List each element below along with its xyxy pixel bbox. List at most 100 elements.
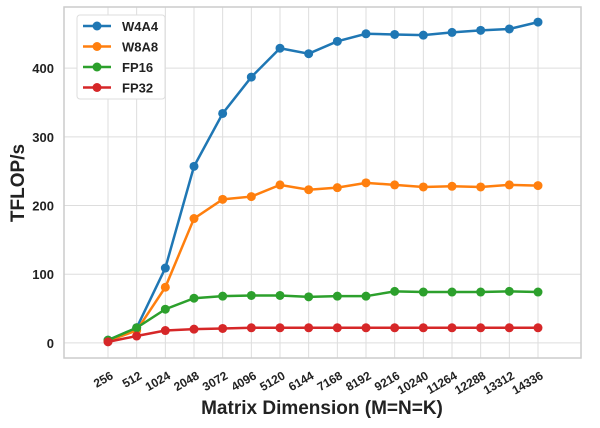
data-point [132, 331, 142, 341]
data-point [160, 263, 170, 273]
data-point [390, 323, 400, 333]
x-tick-label: 2048 [171, 368, 201, 394]
y-tick-label: 0 [47, 336, 54, 351]
y-tick-label: 400 [32, 61, 54, 76]
legend-box [76, 14, 166, 100]
x-tick-label: 5120 [257, 368, 287, 394]
data-point [275, 43, 285, 53]
data-point [332, 183, 342, 193]
data-point [304, 323, 314, 333]
data-point [189, 214, 199, 224]
x-tick-label: 3072 [200, 368, 230, 394]
legend-label: W8A8 [122, 40, 158, 55]
data-point [304, 185, 314, 195]
data-point [304, 292, 314, 302]
series-fp32 [103, 323, 543, 347]
data-point [361, 178, 371, 188]
data-point [246, 192, 256, 202]
legend-label: W4A4 [122, 19, 159, 34]
y-ticks: 0 100 200 300 400 [32, 61, 54, 351]
data-point [476, 182, 486, 192]
series-line [107, 181, 539, 343]
x-tick-label: 11264 [424, 368, 460, 397]
data-point [390, 286, 400, 296]
x-tick-label: 12288 [452, 368, 488, 397]
data-point [418, 287, 428, 297]
series-fp16 [103, 286, 543, 345]
legend-marker [92, 62, 102, 72]
data-point [418, 323, 428, 333]
y-axis-label: TFLOP/s [8, 144, 29, 222]
data-point [533, 287, 543, 297]
x-tick-label: 1024 [143, 368, 173, 394]
legend-label: FP32 [122, 81, 153, 96]
data-point [533, 323, 543, 333]
x-tick-label: 7168 [315, 368, 345, 394]
data-point [304, 49, 314, 59]
data-point [332, 323, 342, 333]
data-point [246, 72, 256, 82]
legend-label: FP16 [122, 60, 153, 75]
data-point [390, 29, 400, 39]
legend: W4A4 W8A8 FP16 FP32 [76, 14, 166, 100]
y-tick-label: 200 [32, 199, 54, 214]
data-point [504, 180, 514, 190]
data-point [476, 25, 486, 35]
legend-marker [92, 42, 102, 51]
data-point [160, 326, 170, 336]
x-axis-label: Matrix Dimension (M=N=K) [201, 398, 443, 419]
data-point [132, 323, 142, 333]
data-point [504, 24, 514, 34]
data-point [189, 293, 199, 303]
data-point [103, 337, 113, 347]
data-point [390, 180, 400, 190]
data-point [275, 180, 285, 190]
data-point [332, 36, 342, 46]
data-point [332, 291, 342, 301]
x-tick-label: 6144 [286, 368, 316, 394]
x-tick-label: 512 [120, 368, 145, 390]
x-tick-label: 8192 [343, 368, 373, 394]
y-tick-label: 100 [32, 267, 54, 282]
data-point [418, 30, 428, 40]
data-point [189, 324, 199, 334]
y-tick-label: 300 [32, 130, 54, 145]
data-point [218, 323, 228, 333]
x-tick-label: 4096 [229, 368, 259, 394]
data-point [361, 29, 371, 39]
data-point [218, 291, 228, 301]
data-point [447, 27, 457, 37]
data-point [218, 108, 228, 118]
x-tick-label: 13312 [481, 368, 517, 397]
data-point [189, 161, 199, 171]
data-point [275, 323, 285, 333]
data-point [476, 287, 486, 297]
data-point [246, 290, 256, 300]
data-point [504, 323, 514, 333]
data-point [533, 17, 543, 27]
data-point [476, 323, 486, 333]
data-point [447, 287, 457, 297]
x-ticks: 256 5121024204830724096512061447168819292… [91, 368, 546, 397]
plot-frame [63, 6, 582, 359]
data-point [361, 291, 371, 301]
x-tick-label: 256 [91, 368, 116, 390]
data-point [275, 290, 285, 300]
series-line [107, 326, 538, 344]
data-point [447, 181, 457, 191]
data-point [160, 304, 170, 314]
data-point [246, 323, 256, 333]
data-point [533, 181, 543, 191]
series-lines [103, 17, 543, 347]
series-w8a8 [103, 178, 543, 346]
data-point [160, 282, 170, 292]
data-point [447, 323, 457, 333]
data-point [418, 182, 428, 192]
x-tick-label: 10240 [395, 368, 431, 397]
x-tick-label: 14336 [510, 368, 546, 397]
legend-marker [92, 21, 102, 31]
series-line [107, 290, 539, 342]
data-point [504, 286, 514, 296]
